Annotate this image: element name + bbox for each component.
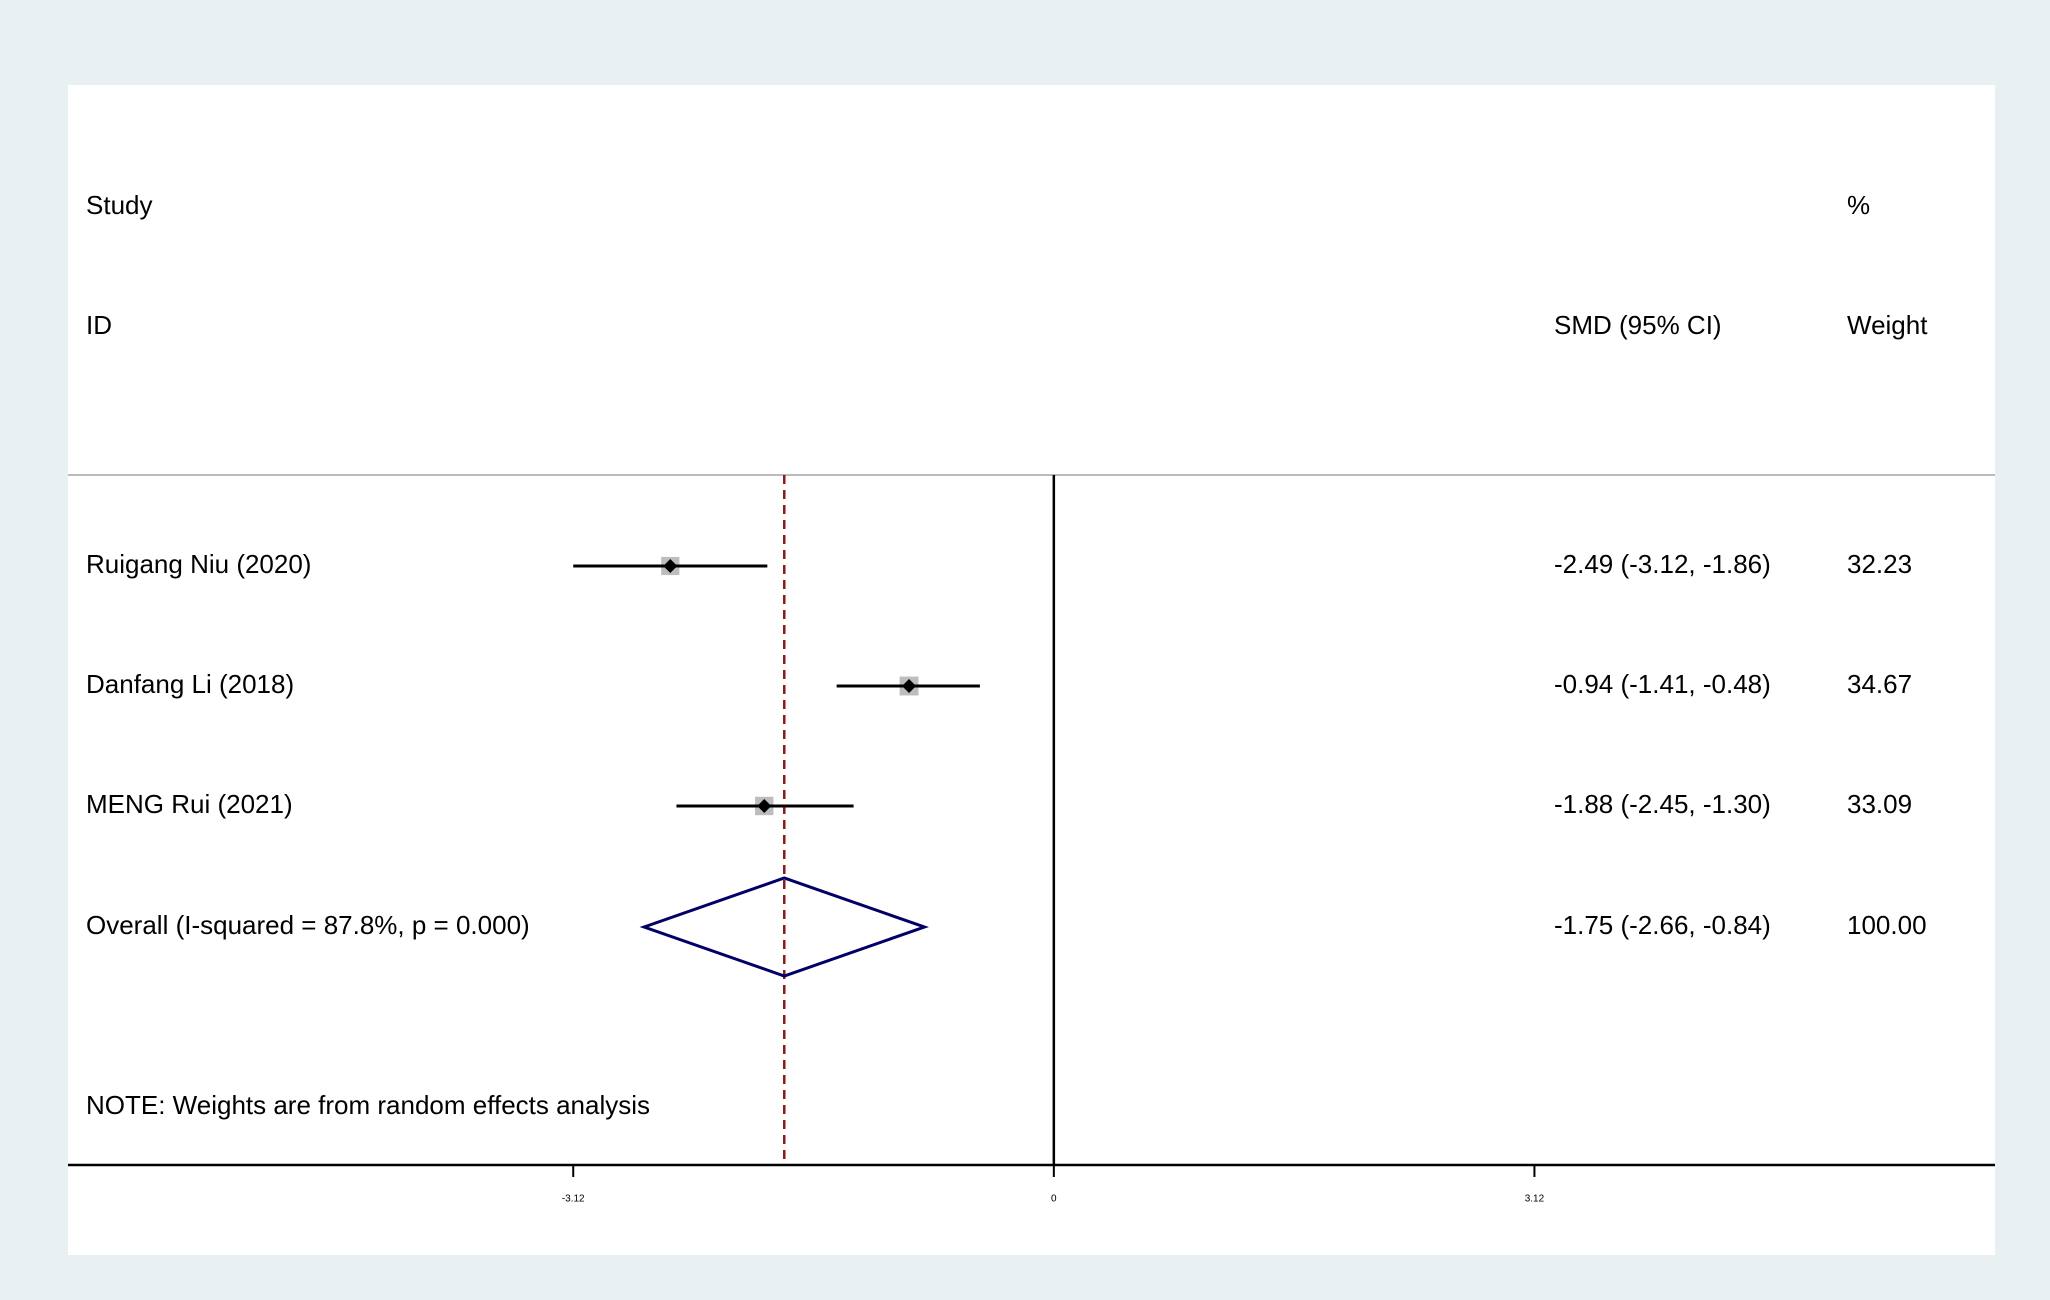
plot-panel	[68, 85, 1995, 1255]
effect-label: -0.94 (-1.41, -0.48)	[1554, 669, 1771, 699]
point-estimate	[902, 679, 917, 693]
header-id: ID	[86, 310, 112, 340]
effect-label: -2.49 (-3.12, -1.86)	[1554, 549, 1771, 579]
header-effect: SMD (95% CI)	[1554, 310, 1722, 340]
study-label: MENG Rui (2021)	[86, 789, 293, 819]
x-tick-label: -3.12	[562, 1194, 585, 1205]
x-tick-label: 3.12	[1525, 1194, 1545, 1205]
header-study: Study	[86, 190, 153, 220]
study-label: Danfang Li (2018)	[86, 669, 294, 699]
overall-weight-label: 100.00	[1847, 910, 1927, 940]
point-estimate	[757, 799, 772, 813]
header-percent: %	[1847, 190, 1870, 220]
overall-diamond	[639, 876, 929, 978]
weight-label: 32.23	[1847, 549, 1912, 579]
effect-label: -1.88 (-2.45, -1.30)	[1554, 789, 1771, 819]
header-weight: Weight	[1847, 310, 1928, 340]
note: NOTE: Weights are from random effects an…	[86, 1090, 650, 1120]
overall-label: Overall (I-squared = 87.8%, p = 0.000)	[86, 910, 530, 940]
overall-effect-label: -1.75 (-2.66, -0.84)	[1554, 910, 1771, 940]
weight-label: 33.09	[1847, 789, 1912, 819]
study-label: Ruigang Niu (2020)	[86, 549, 311, 579]
weight-label: 34.67	[1847, 669, 1912, 699]
x-tick-label: 0	[1051, 1194, 1057, 1205]
point-estimate	[663, 559, 678, 573]
